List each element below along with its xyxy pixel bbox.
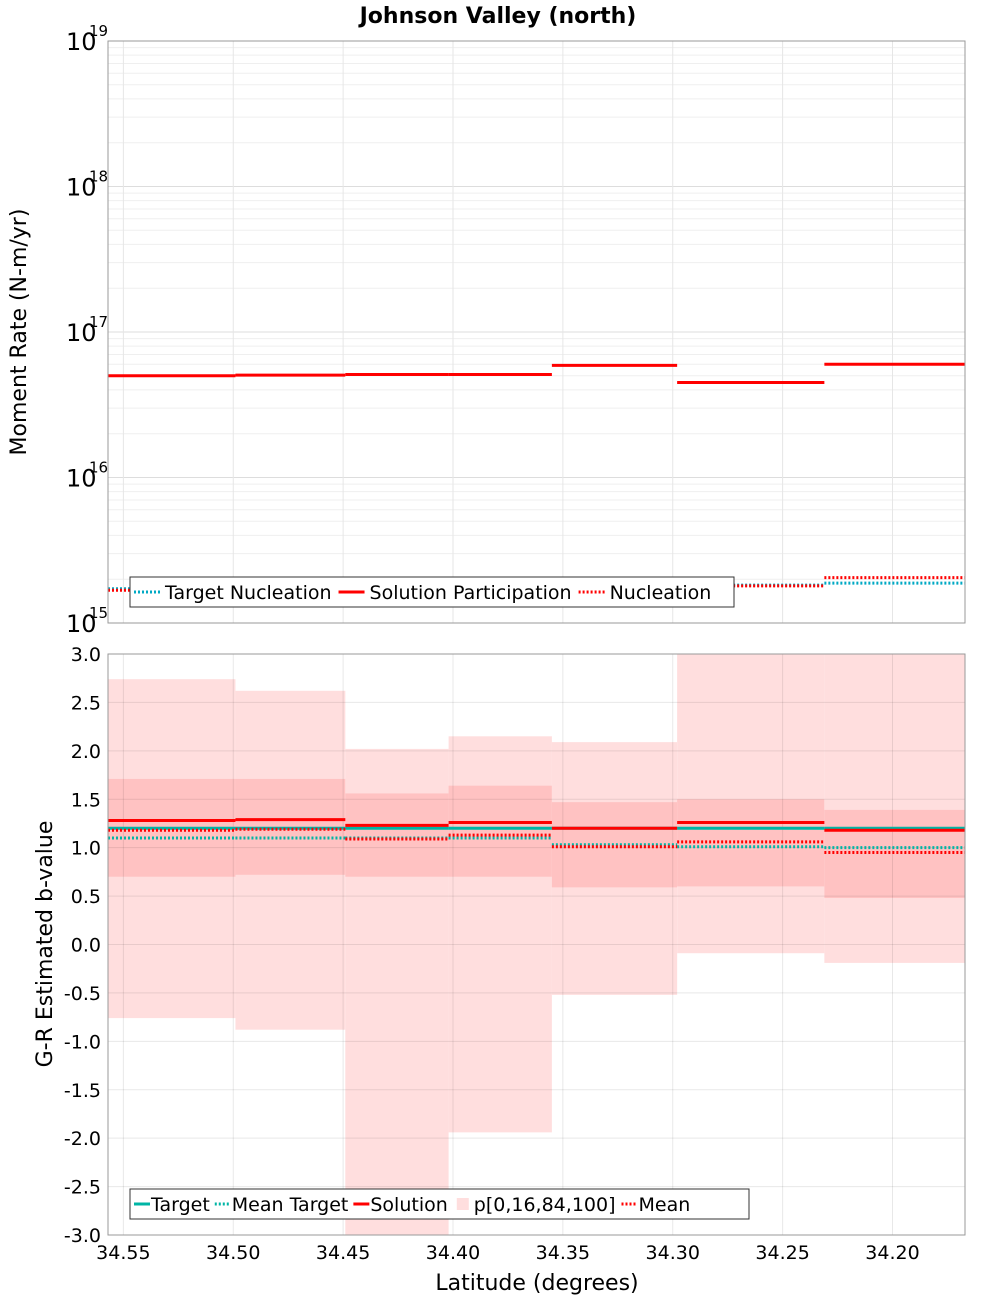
legend-label-percentile-band: p[0,16,84,100] bbox=[474, 1194, 616, 1216]
x-tick-label: 34.50 bbox=[206, 1242, 260, 1264]
legend-label-target-nucleation: Target Nucleation bbox=[164, 582, 332, 604]
percentile-outer-band bbox=[824, 654, 965, 963]
y-tick-label-exponent: 18 bbox=[89, 168, 108, 186]
x-tick-label: 34.20 bbox=[865, 1242, 919, 1264]
y-tick-label: 1.5 bbox=[71, 789, 101, 811]
y-tick-label-exponent: 17 bbox=[89, 313, 108, 331]
x-tick-label: 34.25 bbox=[755, 1242, 809, 1264]
y-tick-label: -1.0 bbox=[64, 1031, 101, 1053]
legend-label-mean-target: Mean Target bbox=[232, 1194, 349, 1216]
chart-title: Johnson Valley (north) bbox=[358, 4, 637, 29]
y-tick-label: 1.0 bbox=[71, 838, 101, 860]
y-tick-label-exponent: 15 bbox=[89, 604, 108, 622]
x-tick-label: 34.40 bbox=[426, 1242, 480, 1264]
y-tick-label-base: 10 bbox=[66, 319, 97, 347]
y-tick-label-base: 10 bbox=[66, 174, 97, 202]
legend-label-solution: Solution bbox=[370, 1194, 447, 1216]
moment-rate-grid bbox=[108, 41, 965, 624]
y-tick-label: -2.0 bbox=[64, 1128, 101, 1150]
y-tick-label: 0.5 bbox=[71, 886, 101, 908]
latitude-x-ticks: 34.55 34.50 34.45 34.40 34.35 34.30 34.25 34.20 bbox=[96, 1242, 920, 1264]
y-tick-label: -2.5 bbox=[64, 1177, 101, 1199]
legend-label-mean: Mean bbox=[639, 1194, 691, 1216]
legend-label-solution-participation: Solution Participation bbox=[370, 582, 572, 604]
b-value-panel: -3.0 -2.5 -2.0 -1.5 -1.0 -0.5 0.0 0.5 1.0 1.5 2.0 2… bbox=[33, 644, 966, 1296]
b-value-legend: Target Mean Target Solution p[0,16,84,100] M… bbox=[129, 1188, 750, 1220]
percentile-inner-band bbox=[551, 802, 678, 888]
x-tick-label: 34.35 bbox=[536, 1242, 590, 1264]
y-tick-label: -0.5 bbox=[64, 983, 101, 1005]
legend-label-nucleation: Nucleation bbox=[610, 582, 712, 604]
b-value-series bbox=[108, 818, 965, 855]
y-tick-label: 3.0 bbox=[71, 644, 101, 666]
y-tick-label: 2.5 bbox=[71, 692, 101, 714]
b-value-plot-frame bbox=[107, 653, 966, 1236]
y-tick-label-base: 10 bbox=[66, 28, 97, 56]
x-tick-label: 34.55 bbox=[96, 1242, 150, 1264]
percentile-inner-band bbox=[345, 793, 449, 877]
b-value-y-label: G-R Estimated b-value bbox=[33, 821, 58, 1068]
moment-rate-plot-frame bbox=[107, 40, 966, 624]
legend-box bbox=[129, 1188, 750, 1220]
latitude-x-label: Latitude (degrees) bbox=[435, 1271, 638, 1296]
moment-rate-y-label: Moment Rate (N-m/yr) bbox=[7, 209, 32, 456]
mean-series bbox=[108, 827, 965, 855]
x-tick-label: 34.30 bbox=[646, 1242, 700, 1264]
legend-box bbox=[129, 576, 735, 608]
solution-participation-series bbox=[108, 362, 965, 384]
x-tick-label: 34.45 bbox=[316, 1242, 370, 1264]
y-tick-label: -1.5 bbox=[64, 1080, 101, 1102]
y-tick-label-exponent: 19 bbox=[89, 22, 108, 40]
y-tick-label: 0.0 bbox=[71, 935, 101, 957]
b-value-grid bbox=[108, 653, 965, 1236]
y-tick-label-base: 10 bbox=[66, 465, 97, 493]
legend-swatch-percentile-band bbox=[456, 1198, 469, 1210]
y-tick-label: -3.0 bbox=[64, 1225, 101, 1247]
y-tick-label-base: 10 bbox=[66, 610, 97, 638]
percentile-inner-band bbox=[448, 785, 552, 877]
y-tick-label: 2.0 bbox=[71, 741, 101, 763]
y-tick-label-exponent: 16 bbox=[89, 459, 108, 477]
legend-label-target: Target bbox=[150, 1194, 210, 1216]
moment-rate-legend: Target Nucleation Solution Participation N… bbox=[129, 576, 735, 608]
solution-series bbox=[108, 818, 965, 832]
b-value-y-ticks: -3.0 -2.5 -2.0 -1.5 -1.0 -0.5 0.0 0.5 1.0 1.5 2.0 2… bbox=[64, 644, 101, 1247]
